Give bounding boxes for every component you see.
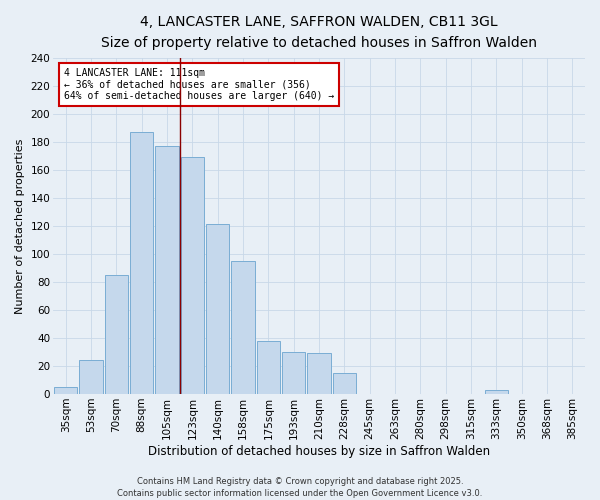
Bar <box>155 146 179 394</box>
Bar <box>79 360 103 394</box>
Bar <box>282 352 305 394</box>
Y-axis label: Number of detached properties: Number of detached properties <box>15 138 25 314</box>
Bar <box>232 261 255 394</box>
Bar <box>181 157 204 394</box>
Bar <box>130 132 154 394</box>
Bar <box>307 354 331 394</box>
Title: 4, LANCASTER LANE, SAFFRON WALDEN, CB11 3GL
Size of property relative to detache: 4, LANCASTER LANE, SAFFRON WALDEN, CB11 … <box>101 15 537 50</box>
Text: 4 LANCASTER LANE: 111sqm
← 36% of detached houses are smaller (356)
64% of semi-: 4 LANCASTER LANE: 111sqm ← 36% of detach… <box>64 68 334 101</box>
Bar <box>206 224 229 394</box>
X-axis label: Distribution of detached houses by size in Saffron Walden: Distribution of detached houses by size … <box>148 444 490 458</box>
Bar <box>105 275 128 394</box>
Bar <box>257 341 280 394</box>
Bar <box>333 373 356 394</box>
Text: Contains HM Land Registry data © Crown copyright and database right 2025.
Contai: Contains HM Land Registry data © Crown c… <box>118 476 482 498</box>
Bar <box>485 390 508 394</box>
Bar <box>54 387 77 394</box>
